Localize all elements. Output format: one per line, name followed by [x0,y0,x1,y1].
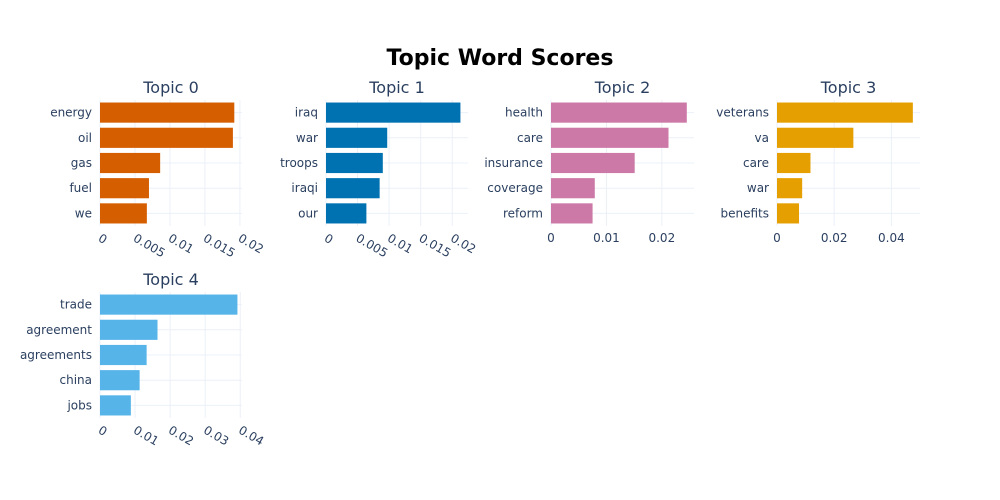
x-tick-label: 0 [96,231,110,247]
subplot-title: Topic 3 [820,78,877,97]
category-label: insurance [484,156,543,170]
topic-panel-2: Topic 2 health care insurance coverage reform… [484,78,694,245]
bar [551,203,593,224]
category-label: fuel [69,181,92,195]
bar [551,152,635,174]
bar [100,294,238,315]
subplot-title: Topic 4 [142,270,199,289]
subplot-title: Topic 0 [142,78,199,97]
x-tick-label: 0.005 [353,231,390,260]
bar [100,319,158,340]
category-label: va [755,131,769,145]
bar [777,102,913,123]
x-tick-label: 0.02 [821,231,848,245]
bar [326,102,461,123]
category-label: benefits [720,206,769,220]
bar [551,178,595,199]
bar [100,370,140,391]
x-tick-label: 0.02 [236,231,266,256]
bar [777,152,811,174]
bar [100,395,131,416]
bar [777,127,854,148]
bar [100,102,235,123]
category-label: agreement [26,323,92,337]
x-tick-label: 0.01 [166,231,196,256]
category-label: agreements [20,348,92,362]
bar [100,127,233,148]
category-label: health [505,106,543,120]
category-label: jobs [66,398,92,412]
category-label: trade [60,298,92,312]
x-tick-label: 0.04 [236,423,266,448]
category-label: we [75,206,92,220]
category-label: china [60,373,93,387]
category-label: veterans [716,106,769,120]
figure-title: Topic Word Scores [387,46,614,71]
category-label: troops [280,156,318,170]
bar [326,127,388,148]
category-label: care [517,131,543,145]
x-tick-label: 0.02 [448,231,478,256]
x-tick-label: 0.02 [648,231,675,245]
x-tick-label: 0.01 [385,231,415,256]
x-tick-label: 0.015 [201,231,238,260]
category-label: reform [503,206,543,220]
bar [777,178,803,199]
x-tick-label: 0.01 [131,423,161,448]
category-label: iraq [295,106,318,120]
bar [326,178,380,199]
x-tick-label: 0 [547,231,555,245]
x-tick-label: 0.04 [878,231,905,245]
bar [777,203,800,224]
bar [100,203,147,224]
x-tick-label: 0.03 [201,423,231,448]
category-label: coverage [487,181,543,195]
x-tick-label: 0.005 [131,231,168,260]
category-label: iraqi [291,181,318,195]
category-label: oil [78,131,92,145]
topic-panel-3: Topic 3 veterans va care war benefits 0 0.02 0.0… [716,78,920,245]
bar [100,178,149,199]
bar [551,102,687,123]
topic-panel-4: Topic 4 trade agreement agreements china jobs… [20,270,266,448]
subplot-title: Topic 1 [368,78,425,97]
category-label: war [296,131,318,145]
bar [326,203,367,224]
x-tick-label: 0 [96,423,110,439]
bar [100,152,161,174]
category-label: care [743,156,769,170]
x-tick-label: 0.015 [417,231,454,260]
x-tick-label: 0 [773,231,781,245]
x-tick-label: 0.02 [166,423,196,448]
subplot-title: Topic 2 [594,78,651,97]
category-label: our [298,206,318,220]
bar [326,152,383,174]
x-tick-label: 0 [322,231,336,247]
category-label: energy [50,106,92,120]
category-label: war [747,181,769,195]
bar [100,344,147,366]
bar [551,127,669,148]
category-label: gas [71,156,92,170]
x-tick-label: 0.01 [593,231,620,245]
